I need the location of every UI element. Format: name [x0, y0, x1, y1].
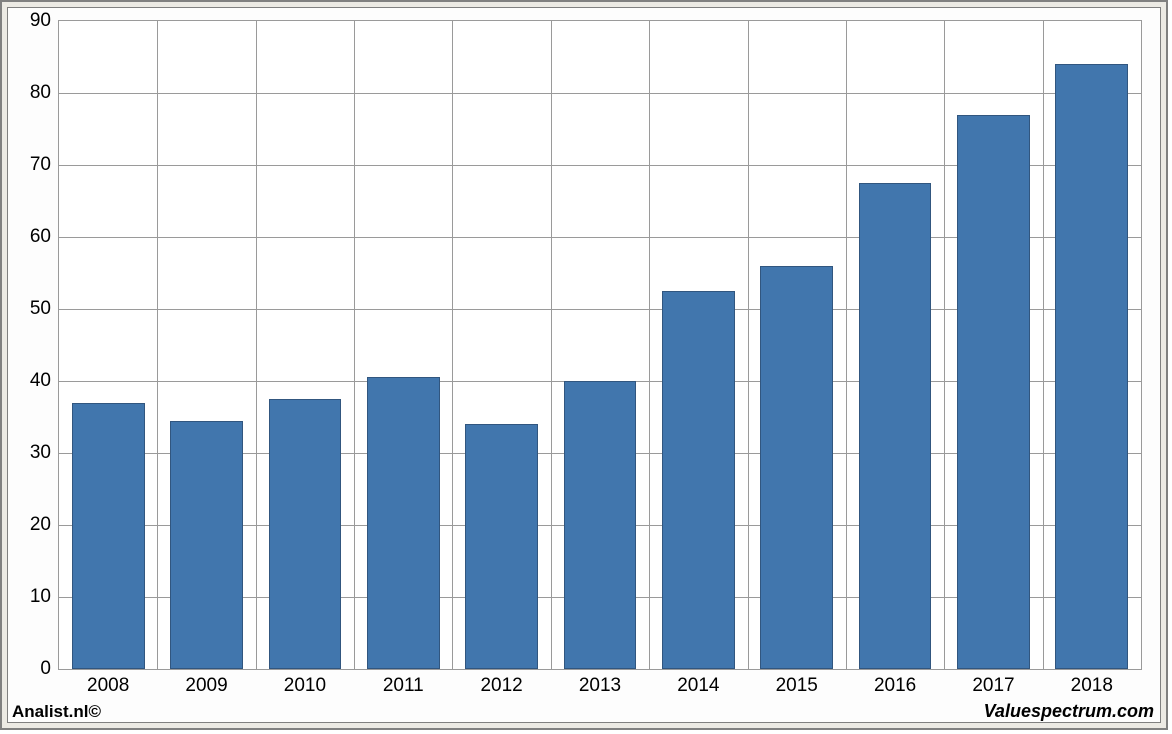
bar [269, 399, 342, 669]
x-axis-tick: 2009 [185, 669, 227, 697]
plot-area: 0102030405060708090200820092010201120122… [58, 20, 1142, 670]
grid-line-v [452, 21, 453, 669]
bar [564, 381, 637, 669]
footer-right-label: Valuespectrum.com [984, 701, 1154, 722]
grid-line-v [256, 21, 257, 669]
bar [957, 115, 1030, 669]
x-axis-tick: 2017 [972, 669, 1014, 697]
bar [662, 291, 735, 669]
y-axis-tick: 40 [30, 370, 59, 392]
x-axis-tick: 2018 [1071, 669, 1113, 697]
grid-line-v [1043, 21, 1044, 669]
y-axis-tick: 80 [30, 82, 59, 104]
y-axis-tick: 60 [30, 226, 59, 248]
y-axis-tick: 20 [30, 514, 59, 536]
y-axis-tick: 0 [40, 658, 59, 680]
x-axis-tick: 2014 [677, 669, 719, 697]
grid-line-v [944, 21, 945, 669]
x-axis-tick: 2013 [579, 669, 621, 697]
bar [1055, 64, 1128, 669]
x-axis-tick: 2011 [383, 669, 424, 697]
grid-line-v [649, 21, 650, 669]
footer-left-label: Analist.nl© [12, 702, 101, 722]
grid-line-v [846, 21, 847, 669]
grid-line-v [354, 21, 355, 669]
chart-inner-panel: 0 10 20 30 40 50 60 70 80 90 2008 2009 2010 2011 2012 2… [7, 7, 1161, 723]
y-axis-tick: 50 [30, 298, 59, 320]
bar [367, 377, 440, 669]
bar [465, 424, 538, 669]
bar [72, 403, 145, 669]
grid-line-v [157, 21, 158, 669]
x-axis-tick: 2016 [874, 669, 916, 697]
bar [859, 183, 932, 669]
y-axis-tick: 10 [30, 586, 59, 608]
grid-line-v [748, 21, 749, 669]
x-axis-tick: 2012 [480, 669, 522, 697]
bar [170, 421, 243, 669]
bar [760, 266, 833, 669]
y-axis-tick: 30 [30, 442, 59, 464]
x-axis-tick: 2010 [284, 669, 326, 697]
y-axis-tick: 70 [30, 154, 59, 176]
y-axis-tick: 90 [30, 10, 59, 32]
grid-line-h [59, 93, 1141, 94]
grid-line-v [551, 21, 552, 669]
x-axis-tick: 2008 [87, 669, 129, 697]
chart-outer-frame: 0 10 20 30 40 50 60 70 80 90 2008 2009 2010 2011 2012 2… [0, 0, 1168, 730]
x-axis-tick: 2015 [776, 669, 818, 697]
